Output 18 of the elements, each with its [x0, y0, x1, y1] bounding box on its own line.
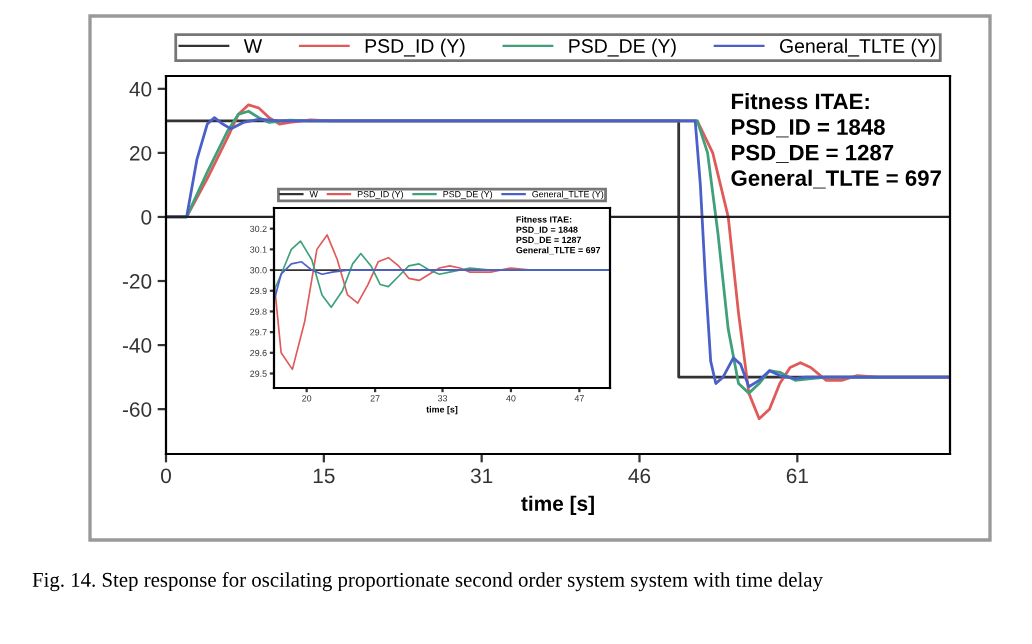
y-tick-label: 0 — [141, 209, 152, 225]
y-tick-label: -20 — [122, 274, 152, 289]
caption: Fig. 14. Step response for oscilating proportionate second order system system with time delay — [32, 572, 823, 592]
legend-label: General_TLTE (Y) — [779, 38, 936, 57]
x-axis-title: time [s] — [521, 495, 594, 516]
legend-label: W — [243, 39, 263, 53]
annotation: Fitness ITAE: PSD_ID = 1848 PSD_DE = 1287 General_TLTE = 697 — [731, 93, 941, 189]
legend-label: PSD_DE (Y) — [569, 38, 676, 57]
y-tick-label: -40 — [122, 338, 152, 353]
x-tick-label: 46 — [628, 468, 651, 484]
x-tick-label: 31 — [470, 468, 493, 484]
y-tick-label: 40 — [129, 81, 152, 97]
y-tick-label: -60 — [122, 402, 152, 417]
x-tick-label: 61 — [786, 468, 808, 484]
x-tick-label: 0 — [161, 468, 171, 484]
y-tick-label: 20 — [129, 145, 152, 161]
legend-label: PSD_ID (Y) — [365, 38, 465, 57]
x-tick-label: 15 — [313, 468, 335, 484]
